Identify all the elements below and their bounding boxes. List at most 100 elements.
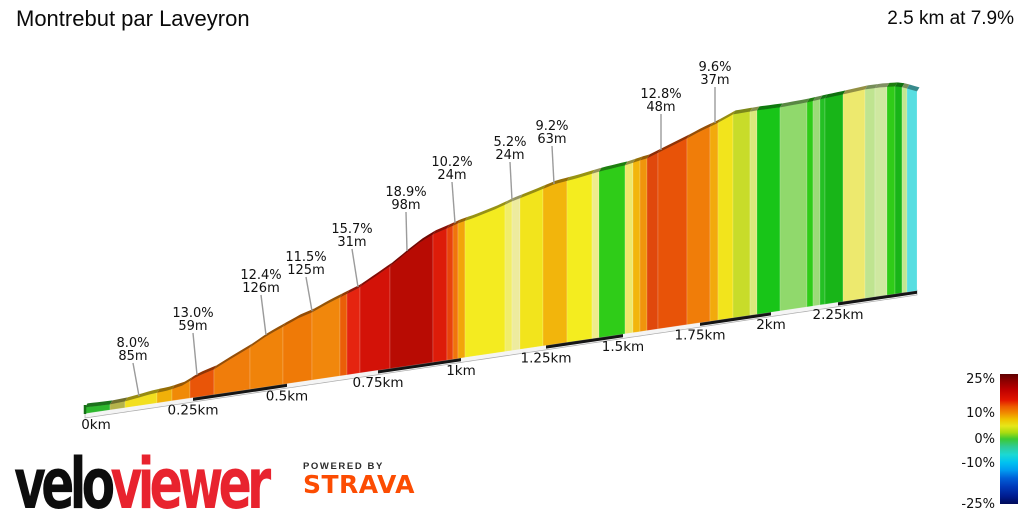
profile-band — [717, 113, 734, 321]
profile-top-edge — [172, 376, 193, 390]
profile-top-edge — [465, 200, 508, 221]
profile-top-edge — [843, 85, 868, 95]
callout-pointer-line — [351, 248, 359, 288]
profile-top-edge — [625, 158, 636, 166]
callout-pointer-line — [192, 332, 198, 376]
profile-top-edge — [902, 83, 910, 89]
profile-top-edge — [907, 84, 920, 92]
profile-top-edge — [453, 219, 461, 226]
profile-band — [894, 85, 903, 295]
distance-tick-label: 1km — [446, 363, 476, 379]
profile-band — [749, 109, 758, 316]
profile-band — [824, 93, 844, 305]
profile-top-edge — [520, 184, 546, 199]
profile-band — [756, 106, 781, 315]
profile-top-edge — [658, 134, 690, 153]
profile-top-edge — [190, 365, 217, 381]
profile-band — [542, 180, 568, 347]
distance-tick-label: 0.25km — [167, 403, 218, 419]
gradient-legend-label: 10% — [966, 406, 995, 421]
callout-pointer-line — [260, 294, 267, 336]
profile-band — [624, 161, 634, 335]
profile-top-edge — [647, 148, 661, 159]
profile-top-edge — [633, 156, 643, 163]
profile-top-edge — [807, 97, 816, 103]
profile-top-edge — [820, 94, 828, 100]
profile-top-edge — [390, 230, 436, 267]
profile-top-edge — [718, 110, 736, 123]
distance-tick-label: 1.5km — [602, 339, 644, 355]
profile-top-edge — [592, 167, 602, 174]
callout-gradient-label: 5.2% — [493, 135, 526, 150]
profile-top-edge — [599, 161, 628, 172]
profile-top-edge — [825, 90, 846, 99]
profile-band — [339, 293, 348, 377]
profile-top-edge — [780, 98, 810, 108]
profile-band — [646, 152, 659, 331]
profile-band — [457, 220, 466, 359]
profile-band — [566, 172, 593, 343]
profile-top-edge — [458, 216, 468, 224]
profile-band — [874, 86, 888, 298]
callout-gradient-label: 8.0% — [116, 336, 149, 351]
strava-wordmark: STRAVA — [303, 470, 415, 499]
gradient-legend-label: 25% — [966, 372, 995, 387]
callout-length-label: 85m — [118, 349, 147, 364]
profile-top-edge — [750, 106, 760, 112]
profile-top-edge — [543, 176, 570, 189]
profile-top-edge — [360, 262, 393, 287]
profile-top-edge — [110, 397, 128, 405]
profile-top-edge — [733, 107, 753, 115]
callout-length-label: 98m — [391, 198, 420, 213]
distance-tick-label: 1.25km — [520, 350, 571, 366]
callout-length-label: 125m — [287, 263, 324, 278]
profile-band — [906, 87, 918, 293]
callout-gradient-label: 18.9% — [385, 185, 426, 200]
profile-band — [842, 88, 866, 302]
profile-band — [812, 98, 821, 307]
profile-band — [806, 100, 814, 308]
profile-band — [464, 203, 506, 358]
gradient-legend-label: -10% — [961, 456, 995, 471]
callout-pointer-line — [405, 211, 408, 252]
profile-band — [819, 97, 826, 306]
profile-top-edge — [875, 82, 890, 89]
profile-top-edge — [447, 221, 456, 229]
callout-gradient-label: 9.2% — [535, 119, 568, 134]
profile-top-edge — [687, 122, 713, 139]
callout-length-label: 126m — [242, 281, 279, 296]
profile-band — [864, 87, 876, 299]
profile-band — [389, 233, 434, 369]
profile-top-edge — [85, 400, 113, 408]
distance-tick-label: 0.75km — [352, 375, 403, 391]
profile-band — [901, 86, 908, 294]
gradient-legend-label: -25% — [961, 497, 995, 512]
profile-top-edge — [640, 154, 650, 161]
callout-pointer-line — [305, 276, 313, 312]
profile-band — [346, 286, 361, 376]
distance-tick-label: 0.5km — [266, 389, 308, 405]
veloviewer-logo: veloviewer — [14, 449, 271, 512]
strava-attribution: POWERED BY STRAVA — [303, 461, 415, 498]
profile-band — [779, 101, 808, 312]
profile-band — [213, 346, 251, 395]
powered-by-label: POWERED BY — [303, 461, 384, 472]
profile-band — [632, 159, 641, 333]
distance-tick-label: 2km — [756, 317, 786, 333]
distance-tick-label: 2.25km — [812, 307, 863, 323]
profile-top-edge — [895, 82, 905, 88]
callout-length-label: 24m — [437, 168, 466, 183]
profile-top-edge — [757, 103, 783, 111]
callout-pointer-line — [132, 362, 140, 397]
callout-gradient-label: 15.7% — [331, 222, 372, 237]
profile-top-edge — [433, 224, 450, 235]
profile-band — [519, 188, 544, 350]
profile-top-edge — [214, 343, 253, 370]
callout-length-label: 48m — [646, 100, 675, 115]
callout-length-label: 37m — [700, 73, 729, 88]
callout-gradient-label: 13.0% — [172, 306, 213, 321]
profile-band — [598, 164, 626, 338]
page-title: Montrebut par Laveyron — [16, 6, 250, 31]
